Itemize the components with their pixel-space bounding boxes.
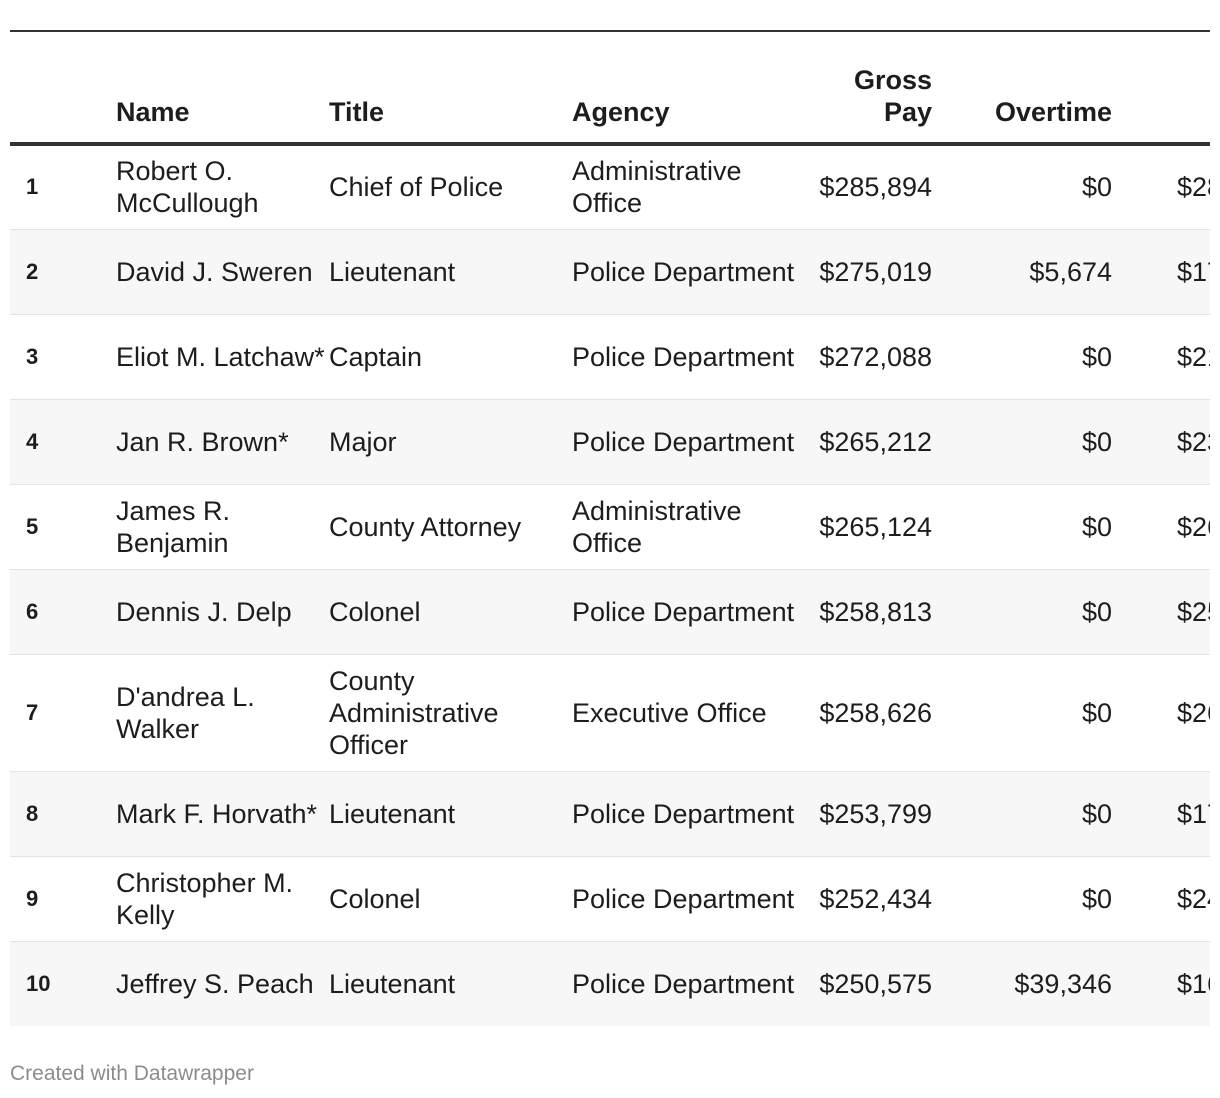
cell-rank: 5 <box>10 484 116 570</box>
cell-name: James R. Benjamin <box>116 484 329 570</box>
cell-rank: 10 <box>10 941 116 1026</box>
cell-name: Christopher M. Kelly <box>116 856 329 942</box>
cell-gross-pay: $265,212 <box>800 399 932 485</box>
cell-rank: 6 <box>10 569 116 655</box>
cell-overtime: $0 <box>932 569 1112 655</box>
table-row: 6 Dennis J. Delp Colonel Police Department $… <box>10 569 1210 655</box>
table-row: 8 Mark F. Horvath* Lieutenant Police Depart… <box>10 771 1210 857</box>
cell-gross-pay: $272,088 <box>800 314 932 400</box>
datawrapper-credit: Created with Datawrapper <box>10 1062 254 1085</box>
table-row: 4 Jan R. Brown* Major Police Department $265… <box>10 399 1210 485</box>
cell-name: Robert O. McCullough <box>116 144 329 230</box>
cell-base-pay: $17 <box>1112 229 1210 315</box>
cell-overtime: $0 <box>932 654 1112 772</box>
cell-rank: 3 <box>10 314 116 400</box>
cell-name: David J. Sweren <box>116 229 329 315</box>
cell-base-pay: $24 <box>1112 856 1210 942</box>
cell-name: Mark F. Horvath* <box>116 771 329 857</box>
cell-name: D'andrea L. Walker <box>116 654 329 772</box>
cell-overtime: $0 <box>932 144 1112 230</box>
header-base-pay <box>1112 32 1210 146</box>
cell-name: Eliot M. Latchaw* <box>116 314 329 400</box>
cell-base-pay: $17 <box>1112 771 1210 857</box>
cell-title: Colonel <box>329 569 572 655</box>
cell-name: Jan R. Brown* <box>116 399 329 485</box>
cell-agency: Administrative Office <box>572 144 800 230</box>
header-overtime: Overtime <box>932 32 1112 146</box>
cell-rank: 7 <box>10 654 116 772</box>
table-row: 1 Robert O. McCullough Chief of Police Admi… <box>10 144 1210 230</box>
cell-rank: 9 <box>10 856 116 942</box>
cell-title: Chief of Police <box>329 144 572 230</box>
cell-overtime: $0 <box>932 484 1112 570</box>
cell-title: Lieutenant <box>329 229 572 315</box>
cell-name: Jeffrey S. Peach <box>116 941 329 1026</box>
cell-base-pay: $28 <box>1112 144 1210 230</box>
cell-agency: Police Department <box>572 229 800 315</box>
cell-title: Major <box>329 399 572 485</box>
table-row: 10 Jeffrey S. Peach Lieutenant Police Depar… <box>10 941 1210 1026</box>
cell-gross-pay: $258,813 <box>800 569 932 655</box>
cell-base-pay: $25 <box>1112 569 1210 655</box>
header-name: Name <box>116 32 329 146</box>
cell-overtime: $0 <box>932 856 1112 942</box>
table-row: 7 D'andrea L. Walker County Administrative… <box>10 654 1210 772</box>
cell-title: Colonel <box>329 856 572 942</box>
cell-title: Lieutenant <box>329 941 572 1026</box>
cell-overtime: $5,674 <box>932 229 1112 315</box>
cell-overtime: $0 <box>932 314 1112 400</box>
header-gross-pay: Gross Pay <box>800 32 932 146</box>
cell-title: County Attorney <box>329 484 572 570</box>
cell-agency: Police Department <box>572 856 800 942</box>
cell-overtime: $39,346 <box>932 941 1112 1026</box>
table-header: Name Title Agency Gross Pay Overtime <box>10 32 1210 146</box>
cell-base-pay: $26 <box>1112 484 1210 570</box>
cell-overtime: $0 <box>932 771 1112 857</box>
cell-agency: Police Department <box>572 941 800 1026</box>
cell-gross-pay: $253,799 <box>800 771 932 857</box>
cell-rank: 2 <box>10 229 116 315</box>
header-gross-pay-line1: Gross <box>853 65 932 95</box>
table-row: 2 David J. Sweren Lieutenant Police Departm… <box>10 229 1210 315</box>
header-gross-pay-line2: Pay <box>883 97 932 127</box>
cell-gross-pay: $285,894 <box>800 144 932 230</box>
cell-base-pay: $16 <box>1112 941 1210 1026</box>
header-rank <box>10 32 116 146</box>
header-row: Name Title Agency Gross Pay Overtime <box>10 32 1210 146</box>
header-title: Title <box>329 32 572 146</box>
table-body: 1 Robert O. McCullough Chief of Police Admi… <box>10 144 1210 1026</box>
cell-rank: 4 <box>10 399 116 485</box>
table-row: 3 Eliot M. Latchaw* Captain Police Departme… <box>10 314 1210 400</box>
cell-name: Dennis J. Delp <box>116 569 329 655</box>
cell-base-pay: $21 <box>1112 314 1210 400</box>
cell-title: Lieutenant <box>329 771 572 857</box>
cell-base-pay: $26 <box>1112 654 1210 772</box>
cell-agency: Administrative Office <box>572 484 800 570</box>
table-row: 9 Christopher M. Kelly Colonel Police Depar… <box>10 856 1210 942</box>
header-agency: Agency <box>572 32 800 146</box>
cell-title: County Administrative Officer <box>329 654 572 772</box>
cell-agency: Police Department <box>572 399 800 485</box>
cell-agency: Police Department <box>572 569 800 655</box>
cell-rank: 1 <box>10 144 116 230</box>
cell-gross-pay: $252,434 <box>800 856 932 942</box>
cell-title: Captain <box>329 314 572 400</box>
cell-rank: 8 <box>10 771 116 857</box>
cell-gross-pay: $258,626 <box>800 654 932 772</box>
cell-base-pay: $23 <box>1112 399 1210 485</box>
cell-agency: Police Department <box>572 314 800 400</box>
cell-gross-pay: $265,124 <box>800 484 932 570</box>
cell-agency: Executive Office <box>572 654 800 772</box>
salary-table: Name Title Agency Gross Pay Overtime 1 Rob… <box>10 30 1210 1026</box>
table-row: 5 James R. Benjamin County Attorney Adminis… <box>10 484 1210 570</box>
cell-overtime: $0 <box>932 399 1112 485</box>
salary-table-grid: Name Title Agency Gross Pay Overtime 1 Rob… <box>10 32 1210 1026</box>
cell-gross-pay: $275,019 <box>800 229 932 315</box>
cell-agency: Police Department <box>572 771 800 857</box>
cell-gross-pay: $250,575 <box>800 941 932 1026</box>
